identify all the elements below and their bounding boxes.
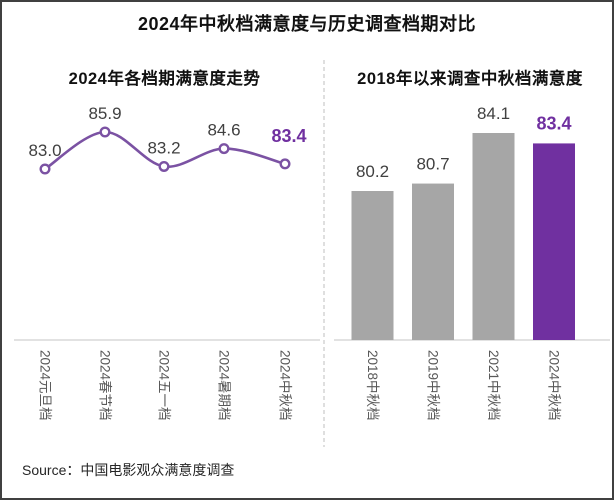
bar-highlight <box>533 143 575 340</box>
bar-value-label: 80.7 <box>416 155 449 174</box>
line-value-label: 83.2 <box>147 138 180 157</box>
source-attribution: Source：中国电影观众满意度调查 <box>22 460 234 480</box>
bar-category-label: 2019中秋档 <box>426 350 441 421</box>
data-point-marker <box>99 126 111 138</box>
line-value-label: 84.6 <box>207 121 240 140</box>
bar-category-label: 2024中秋档 <box>547 350 562 421</box>
bar-category-label: 2018中秋档 <box>365 350 380 421</box>
bar-chart-title: 2018年以来调查中秋档满意度 <box>357 70 583 88</box>
bar <box>412 183 454 340</box>
line-chart-title: 2024年各档期满意度走势 <box>68 70 261 88</box>
page-title: 2024年中秋档满意度与历史调查档期对比 <box>137 14 477 34</box>
line-category-label: 2024元旦档 <box>38 350 53 421</box>
data-point-marker <box>39 163 51 175</box>
source-text: 中国电影观众满意度调查 <box>80 462 235 478</box>
bar <box>351 191 394 340</box>
line-value-label: 85.9 <box>88 104 121 123</box>
data-point-marker <box>218 143 230 155</box>
data-point-marker <box>279 158 291 170</box>
data-point-marker <box>158 160 170 172</box>
bar <box>472 133 515 340</box>
line-category-label: 2024春节档 <box>98 350 113 421</box>
line-category-label: 2024五一档 <box>157 350 172 421</box>
bar-value-label: 83.4 <box>536 113 571 133</box>
line-category-label: 2024中秋档 <box>278 350 293 421</box>
bar-value-label: 80.2 <box>356 162 389 181</box>
bar-category-label: 2021中秋档 <box>486 350 501 421</box>
bar-value-label: 84.1 <box>477 104 510 123</box>
line-value-label: 83.4 <box>271 126 306 146</box>
source-prefix: Source： <box>22 462 81 478</box>
line-category-label: 2024暑期档 <box>217 350 232 421</box>
line-value-label: 83.0 <box>28 141 61 160</box>
